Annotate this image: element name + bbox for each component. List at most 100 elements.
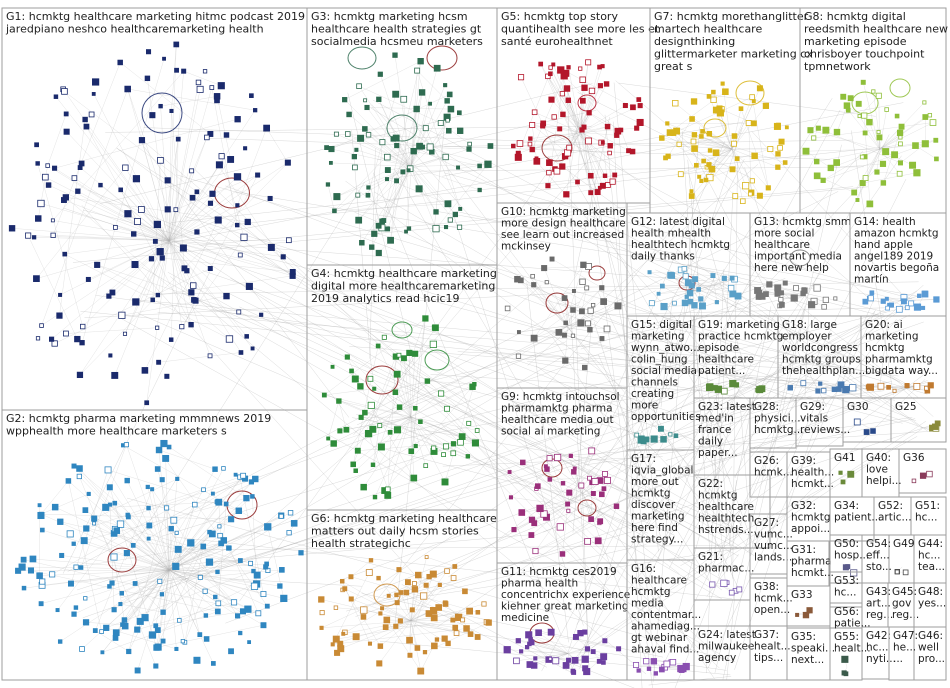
vertex-node [545, 183, 551, 189]
vertex-node [474, 634, 481, 640]
vertex-node [400, 95, 408, 103]
vertex-node [73, 564, 79, 570]
vertex-node [446, 91, 453, 98]
vertex-node [197, 574, 203, 580]
vertex-node [647, 270, 652, 275]
group-label-line: G44: [918, 538, 943, 550]
vertex-node [443, 443, 450, 450]
vertex-node [255, 172, 261, 178]
vertex-node [456, 127, 464, 134]
vertex-node [355, 192, 361, 198]
group-label-line: glittermarketer marketing cx [654, 48, 813, 61]
vertex-node [244, 218, 251, 226]
group-g29: G29:vitalsreviews... [795, 397, 850, 447]
group-label-line: opportunities [631, 411, 701, 423]
vertex-node [189, 168, 195, 174]
vertex-node [581, 124, 587, 130]
vertex-node [354, 447, 361, 454]
vertex-node [134, 667, 141, 674]
vertex-node [426, 143, 434, 151]
group-box [829, 571, 863, 608]
group-label-line: great s [654, 60, 693, 73]
vertex-node [472, 381, 477, 387]
vertex-node [813, 172, 821, 180]
vertex-node [49, 571, 56, 578]
vertex-node [579, 308, 585, 315]
vertex-node [349, 368, 354, 374]
vertex-node [403, 589, 410, 596]
vertex-node [120, 622, 125, 627]
vertex-node [638, 435, 645, 443]
group-label-line: matters out daily hcsm stories [311, 525, 479, 538]
vertex-node [731, 140, 737, 147]
group-label-line: marketing episode [804, 35, 907, 48]
vertex-node [650, 658, 658, 665]
vertex-node [61, 197, 67, 203]
group-label-line: G3: hcmktg marketing hcsm [311, 10, 468, 23]
group-g47: G47:he...... [888, 626, 918, 681]
vertex-node [37, 503, 42, 508]
group-label-line: healthcare health strategies gt [311, 23, 482, 36]
vertex-node [160, 439, 168, 448]
vertex-node [209, 530, 216, 538]
vertex-node [481, 601, 487, 607]
vertex-node [35, 336, 41, 341]
vertex-node [214, 608, 221, 615]
vertex-node [376, 575, 381, 581]
group-label-line: important media [754, 251, 842, 263]
vertex-node [566, 144, 573, 151]
group-label-line: france [698, 424, 731, 436]
group-label-line: pharmamktg pharma [501, 403, 613, 415]
vertex-node [584, 538, 591, 545]
vertex-node [477, 187, 482, 193]
vertex-node [513, 657, 520, 665]
vertex-node [406, 168, 411, 173]
vertex-node [124, 85, 131, 93]
vertex-node [551, 114, 557, 120]
vertex-node [597, 83, 603, 89]
vertex-node [524, 645, 530, 650]
vertex-node [369, 425, 377, 433]
vertex-node [527, 141, 533, 147]
vertex-node [609, 178, 616, 185]
self-loop [141, 92, 183, 134]
vertex-node [175, 476, 180, 481]
vertex-node [437, 120, 444, 126]
vertex-node [546, 169, 552, 176]
group-label-line: G38: [754, 581, 779, 593]
group-label-line: patie... [834, 618, 871, 630]
vertex-node [865, 384, 871, 390]
vertex-node [813, 284, 821, 292]
group-g51: G51:hc... [910, 496, 947, 536]
group-label-line: quantihealth see more les et [501, 23, 660, 36]
vertex-node [160, 638, 166, 644]
group-label-line: pharma [791, 556, 832, 568]
group-label-line: hand apple [854, 239, 913, 251]
vertex-node [123, 550, 130, 557]
vertex-node [409, 607, 415, 613]
vertex-node [377, 443, 385, 451]
group-nodes [633, 658, 690, 676]
vertex-node [330, 364, 335, 369]
vertex-node [65, 478, 72, 484]
vertex-node [76, 473, 82, 480]
vertex-node [153, 663, 159, 669]
vertex-node [688, 193, 695, 199]
vertex-node [672, 100, 679, 107]
vertex-node [91, 515, 98, 522]
vertex-node [587, 307, 594, 314]
vertex-node [787, 385, 793, 391]
group-g46: G46:wellpro... [913, 626, 947, 681]
vertex-node [528, 532, 535, 538]
vertex-node [244, 334, 249, 339]
vertex-node [169, 108, 174, 113]
vertex-node [698, 296, 704, 302]
vertex-node [332, 208, 337, 214]
vertex-node [365, 192, 371, 198]
vertex-node [376, 96, 382, 102]
vertex-node [553, 167, 561, 175]
group-label-line: reedsmith healthcare new [804, 23, 948, 36]
vertex-node [202, 588, 208, 594]
group-g27: G27:vumc...vumc...lands... [749, 513, 793, 575]
group-label-line: G45: [892, 586, 917, 598]
